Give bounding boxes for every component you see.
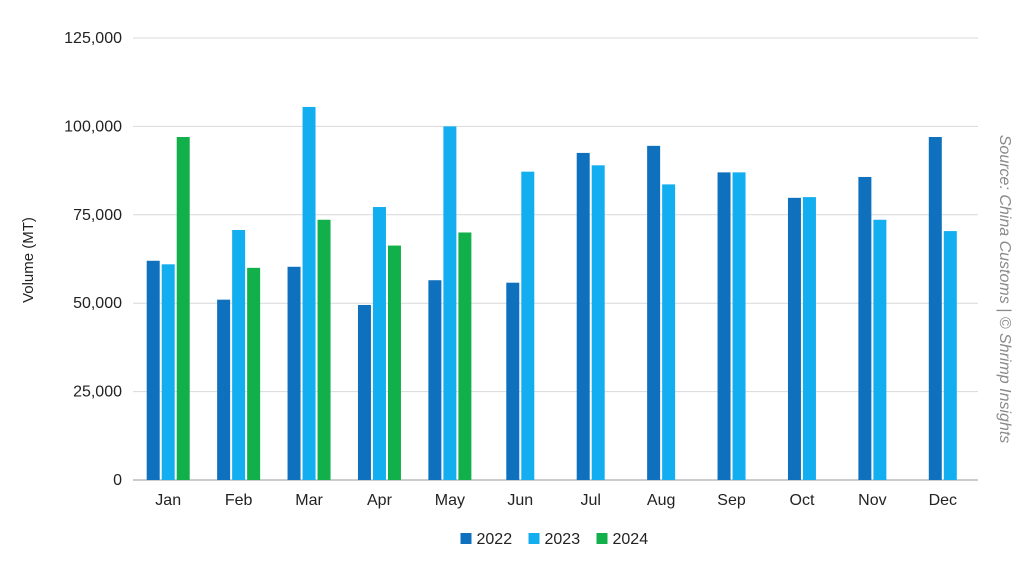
bar-2022-sep [717,172,731,480]
bar-2022-feb [217,299,231,480]
x-tick-label: Nov [858,492,886,509]
bar-2024-mar [317,219,331,480]
bar-2022-jun [506,282,520,480]
y-tick-label: 75,000 [73,207,122,224]
bar-2022-jan [146,260,160,480]
bar-2023-may [443,126,457,481]
bar-2022-nov [858,176,872,480]
bar-2023-nov [873,219,887,480]
bar-2024-feb [247,267,261,480]
y-tick-label: 125,000 [64,30,122,47]
bar-2023-apr [372,207,386,480]
x-tick-label: Oct [790,492,815,509]
legend-label-2022: 2022 [477,531,513,548]
bar-2023-mar [302,106,316,480]
bar-2023-jun [521,171,535,480]
bar-2022-apr [357,304,371,480]
y-tick-label: 0 [113,472,122,489]
legend-swatch-2024 [596,533,608,544]
y-axis-ticks: 0 25,000 50,000 75,000 100,000 125,000 [64,30,122,489]
bar-2022-jul [576,152,590,481]
bar-2023-dec [943,231,957,480]
bar-2023-jul [591,165,605,481]
bar-2023-sep [732,172,746,480]
x-tick-label: Sep [717,492,746,509]
y-axis-title: Volume (MT) [20,217,37,303]
bar-2024-jan [176,137,190,480]
bar-2024-apr [387,245,401,480]
x-tick-label: Jan [155,492,181,509]
bar-2023-jan [161,264,175,480]
x-tick-label: Jun [507,492,533,509]
y-tick-label: 25,000 [73,384,122,401]
bar-2023-feb [232,230,246,480]
y-tick-label: 100,000 [64,118,122,135]
source-note: Source: China Customs | © Shrimp Insight… [996,135,1013,444]
legend-swatch-2023 [528,533,540,544]
bars [146,106,957,481]
legend-label-2024: 2024 [613,531,649,548]
y-tick-label: 50,000 [73,295,122,312]
legend-label-2023: 2023 [545,531,581,548]
bar-2023-aug [662,184,676,480]
bar-2022-oct [787,197,801,480]
x-tick-label: May [435,492,465,509]
x-tick-label: Jul [580,492,600,509]
bar-2022-dec [928,137,942,480]
legend: 2022 2023 2024 [460,531,649,548]
bar-2022-may [428,280,442,480]
bar-2022-aug [647,145,661,480]
bar-2024-may [458,232,472,480]
gridlines [133,37,978,481]
legend-swatch-2022 [460,533,472,544]
x-tick-label: Aug [647,492,675,509]
bar-2023-oct [802,197,816,480]
x-axis-ticks: Jan Feb Mar Apr May Jun Jul Aug Sep Oct Nov Dec [155,492,957,509]
x-tick-label: Feb [225,492,253,509]
bar-2022-mar [287,266,301,480]
x-tick-label: Dec [929,492,957,509]
x-tick-label: Apr [367,492,393,509]
x-tick-label: Mar [295,492,323,509]
